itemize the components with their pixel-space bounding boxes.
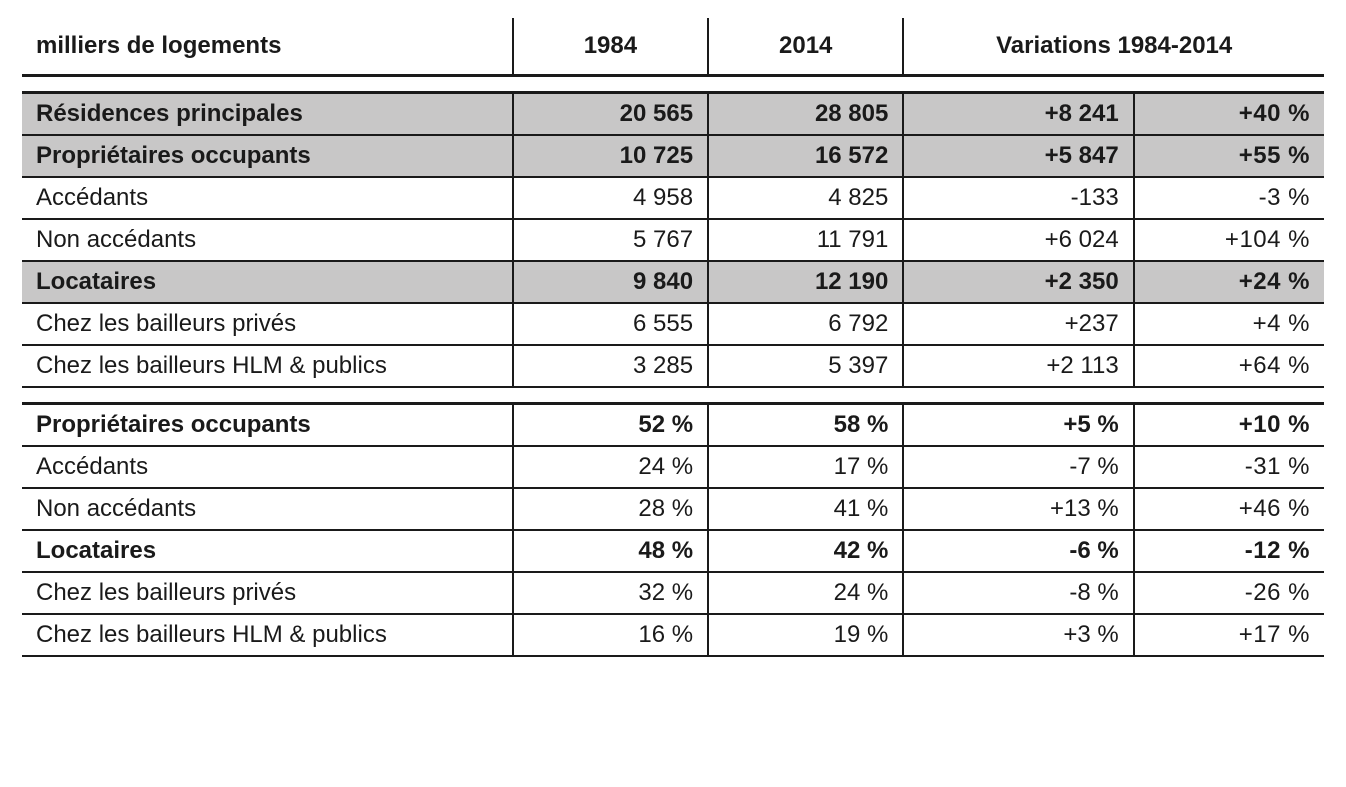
table-body: Résidences principales20 56528 805+8 241… xyxy=(22,76,1324,657)
row-var-abs: +13 % xyxy=(903,488,1133,530)
row-1984: 4 958 xyxy=(513,177,708,219)
row-label: Chez les bailleurs privés xyxy=(22,572,513,614)
row-label: Chez les bailleurs HLM & publics xyxy=(22,614,513,656)
header-1984: 1984 xyxy=(513,18,708,76)
row-1984: 52 % xyxy=(513,404,708,447)
table-row: Accédants4 9584 825-133-3 % xyxy=(22,177,1324,219)
row-2014: 24 % xyxy=(708,572,903,614)
row-2014: 42 % xyxy=(708,530,903,572)
row-var-abs: +2 350 xyxy=(903,261,1133,303)
table-row: Propriétaires occupants10 72516 572+5 84… xyxy=(22,135,1324,177)
table-row: Propriétaires occupants52 %58 %+5 %+10 % xyxy=(22,404,1324,447)
row-var-pct: +46 % xyxy=(1134,488,1324,530)
table-row: Chez les bailleurs privés32 %24 %-8 %-26… xyxy=(22,572,1324,614)
row-label: Accédants xyxy=(22,177,513,219)
row-label: Chez les bailleurs privés xyxy=(22,303,513,345)
header-label: milliers de logements xyxy=(22,18,513,76)
row-label: Non accédants xyxy=(22,219,513,261)
table-row: Chez les bailleurs privés6 5556 792+237+… xyxy=(22,303,1324,345)
table-row: Chez les bailleurs HLM & publics3 2855 3… xyxy=(22,345,1324,387)
row-1984: 48 % xyxy=(513,530,708,572)
row-2014: 5 397 xyxy=(708,345,903,387)
row-label: Locataires xyxy=(22,261,513,303)
row-var-pct: +4 % xyxy=(1134,303,1324,345)
table-row: Non accédants28 %41 %+13 %+46 % xyxy=(22,488,1324,530)
row-var-abs: +5 % xyxy=(903,404,1133,447)
row-var-pct: +64 % xyxy=(1134,345,1324,387)
row-2014: 6 792 xyxy=(708,303,903,345)
row-var-abs: -8 % xyxy=(903,572,1133,614)
row-var-abs: +8 241 xyxy=(903,93,1133,136)
row-var-abs: +6 024 xyxy=(903,219,1133,261)
row-var-pct: +10 % xyxy=(1134,404,1324,447)
row-1984: 6 555 xyxy=(513,303,708,345)
row-label: Non accédants xyxy=(22,488,513,530)
row-var-abs: +5 847 xyxy=(903,135,1133,177)
header-variations: Variations 1984-2014 xyxy=(903,18,1324,76)
row-var-pct: -3 % xyxy=(1134,177,1324,219)
row-var-pct: -31 % xyxy=(1134,446,1324,488)
row-2014: 16 572 xyxy=(708,135,903,177)
table-row: Locataires48 %42 %-6 %-12 % xyxy=(22,530,1324,572)
row-var-abs: +3 % xyxy=(903,614,1133,656)
header-2014: 2014 xyxy=(708,18,903,76)
table-row: Résidences principales20 56528 805+8 241… xyxy=(22,93,1324,136)
row-2014: 41 % xyxy=(708,488,903,530)
row-label: Résidences principales xyxy=(22,93,513,136)
table-row: Accédants24 %17 %-7 %-31 % xyxy=(22,446,1324,488)
row-1984: 20 565 xyxy=(513,93,708,136)
row-1984: 9 840 xyxy=(513,261,708,303)
table-row: Chez les bailleurs HLM & publics16 %19 %… xyxy=(22,614,1324,656)
row-1984: 24 % xyxy=(513,446,708,488)
table-row: Non accédants5 76711 791+6 024+104 % xyxy=(22,219,1324,261)
row-1984: 3 285 xyxy=(513,345,708,387)
row-2014: 11 791 xyxy=(708,219,903,261)
row-var-pct: -26 % xyxy=(1134,572,1324,614)
row-var-pct: +40 % xyxy=(1134,93,1324,136)
row-var-abs: -133 xyxy=(903,177,1133,219)
row-2014: 58 % xyxy=(708,404,903,447)
housing-table: milliers de logements 1984 2014 Variatio… xyxy=(22,18,1324,657)
row-label: Propriétaires occupants xyxy=(22,404,513,447)
row-1984: 28 % xyxy=(513,488,708,530)
table-header-row: milliers de logements 1984 2014 Variatio… xyxy=(22,18,1324,76)
row-1984: 16 % xyxy=(513,614,708,656)
row-var-abs: +237 xyxy=(903,303,1133,345)
row-var-pct: -12 % xyxy=(1134,530,1324,572)
row-var-pct: +104 % xyxy=(1134,219,1324,261)
row-1984: 32 % xyxy=(513,572,708,614)
row-2014: 4 825 xyxy=(708,177,903,219)
row-var-abs: -6 % xyxy=(903,530,1133,572)
row-label: Chez les bailleurs HLM & publics xyxy=(22,345,513,387)
row-1984: 10 725 xyxy=(513,135,708,177)
row-var-pct: +55 % xyxy=(1134,135,1324,177)
row-var-abs: -7 % xyxy=(903,446,1133,488)
row-2014: 17 % xyxy=(708,446,903,488)
row-2014: 28 805 xyxy=(708,93,903,136)
row-2014: 12 190 xyxy=(708,261,903,303)
row-label: Locataires xyxy=(22,530,513,572)
table-row: Locataires9 84012 190+2 350+24 % xyxy=(22,261,1324,303)
row-label: Propriétaires occupants xyxy=(22,135,513,177)
row-2014: 19 % xyxy=(708,614,903,656)
row-label: Accédants xyxy=(22,446,513,488)
row-var-pct: +17 % xyxy=(1134,614,1324,656)
row-var-abs: +2 113 xyxy=(903,345,1133,387)
row-1984: 5 767 xyxy=(513,219,708,261)
row-var-pct: +24 % xyxy=(1134,261,1324,303)
